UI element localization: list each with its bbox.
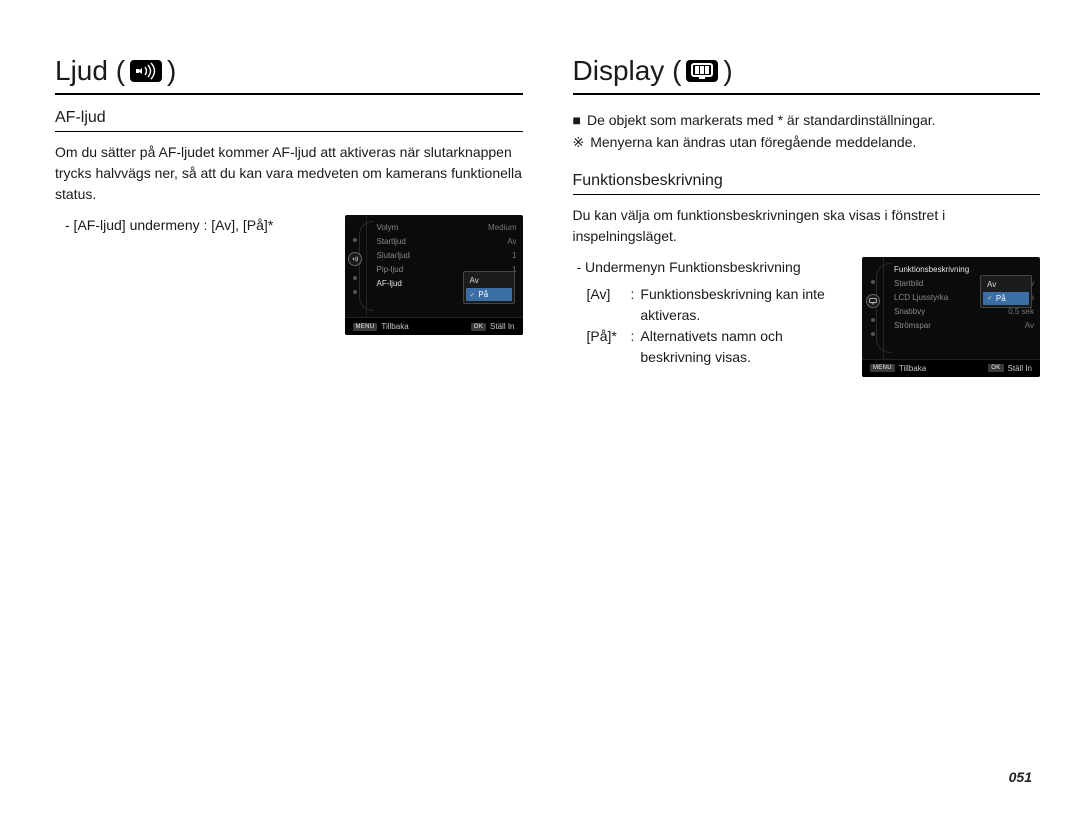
left-column: Ljud ( ) AF-ljud Om du sätter på AF-ljud… <box>55 55 523 377</box>
note-row: ■ De objekt som markerats med * är stand… <box>573 109 1041 131</box>
rail-dot <box>871 318 875 322</box>
rail-dot <box>353 290 357 294</box>
footer-back-label: Tillbaka <box>381 322 408 331</box>
left-cam-popup: Av ✓På <box>463 271 515 304</box>
def-sep: : <box>631 284 635 326</box>
def-key: [På]* <box>587 326 625 368</box>
footer-back-label: Tillbaka <box>899 364 926 373</box>
cam-menu-row: Funktionsbeskrivning <box>894 265 1034 274</box>
cam-row-label: Startljud <box>377 237 406 246</box>
left-title: Ljud ( ) <box>55 55 523 95</box>
cam-menu-row: Strömspar Av <box>894 321 1034 330</box>
display-icon <box>685 58 719 84</box>
cam-row-label: Pip-ljud <box>377 265 404 274</box>
ok-key-badge: OK <box>471 323 486 331</box>
cam-popup-option: Av <box>466 274 512 287</box>
def-val: Funktionsbeskrivning kan inte aktiveras. <box>640 284 848 326</box>
rail-dot <box>353 276 357 280</box>
right-title-prefix: Display ( <box>573 55 682 87</box>
footer-ok-label: Ställ In <box>490 322 514 331</box>
right-cam-popup: Av ✓På <box>980 275 1032 308</box>
left-submenu-line: - [AF-ljud] undermeny : [Av], [På]* <box>65 215 331 236</box>
rail-dot <box>871 280 875 284</box>
cam-popup-option: ✓På <box>983 292 1029 305</box>
display-icon <box>866 294 880 308</box>
cam-popup-option: ✓På <box>466 288 512 301</box>
rail-dot <box>871 332 875 336</box>
cam-popup-option: Av <box>983 278 1029 291</box>
right-title: Display ( ) <box>573 55 1041 95</box>
note-text: De objekt som markerats med * är standar… <box>587 109 936 131</box>
cam-row-label: LCD Ljusstyrka <box>894 293 948 302</box>
check-icon: ✓ <box>470 291 476 299</box>
right-cam-list: Funktionsbeskrivning Startbild Av LCD Ljuss… <box>884 257 1040 359</box>
menu-key-badge: MENU <box>353 323 378 331</box>
ok-key-badge: OK <box>988 364 1003 372</box>
cam-row-value: Av <box>507 237 516 246</box>
cam-popup-label: På <box>478 290 488 299</box>
cam-row-value: Av <box>1025 321 1034 330</box>
cam-rail <box>345 215 367 317</box>
cam-row-label: Funktionsbeskrivning <box>894 265 969 274</box>
footer-ok-label: Ställ In <box>1008 364 1032 373</box>
note-row: ※ Menyerna kan ändras utan föregående me… <box>573 131 1041 153</box>
cam-row-value: Medium <box>488 223 516 232</box>
menu-key-badge: MENU <box>870 364 895 372</box>
def-sep: : <box>631 326 635 368</box>
note-text: Menyerna kan ändras utan föregående medd… <box>590 131 916 153</box>
cam-footer: MENU Tillbaka OK Ställ In <box>345 317 523 335</box>
rail-dot <box>353 238 357 242</box>
sound-icon <box>129 58 163 84</box>
right-title-suffix: ) <box>723 55 732 87</box>
cam-popup-label: Av <box>987 280 996 289</box>
page-number: 051 <box>1009 769 1032 785</box>
left-subheading: AF-ljud <box>55 109 523 132</box>
cam-popup-label: På <box>996 294 1006 303</box>
cam-row-value: 1 <box>512 251 516 260</box>
check-icon: ✓ <box>987 294 993 302</box>
note-bullet: ※ <box>573 131 585 153</box>
cam-rail <box>862 257 884 359</box>
cam-menu-row: Volym Medium <box>377 223 517 232</box>
right-column: Display ( ) ■ De objekt som markerats me… <box>573 55 1041 377</box>
left-title-suffix: ) <box>167 55 176 87</box>
cam-row-label: Snabbvy <box>894 307 925 316</box>
cam-menu-row: Slutarljud 1 <box>377 251 517 260</box>
cam-row-value: 0,5 sek <box>1008 307 1034 316</box>
left-paragraph: Om du sätter på AF-ljudet kommer AF-ljud… <box>55 142 523 205</box>
cam-row-label: Startbild <box>894 279 923 288</box>
left-title-prefix: Ljud ( <box>55 55 125 87</box>
cam-popup-label: Av <box>470 276 479 285</box>
cam-row-label: Slutarljud <box>377 251 410 260</box>
left-cam-screenshot: Volym Medium Startljud Av Slutarljud 1 Pip-lju… <box>345 215 523 335</box>
cam-footer: MENU Tillbaka OK Ställ In <box>862 359 1040 377</box>
sound-icon <box>348 252 362 266</box>
cam-row-label: AF-ljud <box>377 279 402 288</box>
cam-row-label: Volym <box>377 223 399 232</box>
cam-menu-row: Startljud Av <box>377 237 517 246</box>
notes-block: ■ De objekt som markerats med * är stand… <box>573 109 1041 154</box>
right-subheading: Funktionsbeskrivning <box>573 172 1041 195</box>
right-paragraph: Du kan välja om funktionsbeskrivningen s… <box>573 205 1041 247</box>
right-submenu-line: - Undermenyn Funktionsbeskrivning <box>577 257 849 278</box>
note-bullet: ■ <box>573 109 581 131</box>
def-val: Alternativets namn och beskrivning visas… <box>640 326 848 368</box>
right-cam-screenshot: Funktionsbeskrivning Startbild Av LCD Ljuss… <box>862 257 1040 377</box>
cam-menu-row: Snabbvy 0,5 sek <box>894 307 1034 316</box>
cam-row-label: Strömspar <box>894 321 931 330</box>
def-key: [Av] <box>587 284 625 326</box>
